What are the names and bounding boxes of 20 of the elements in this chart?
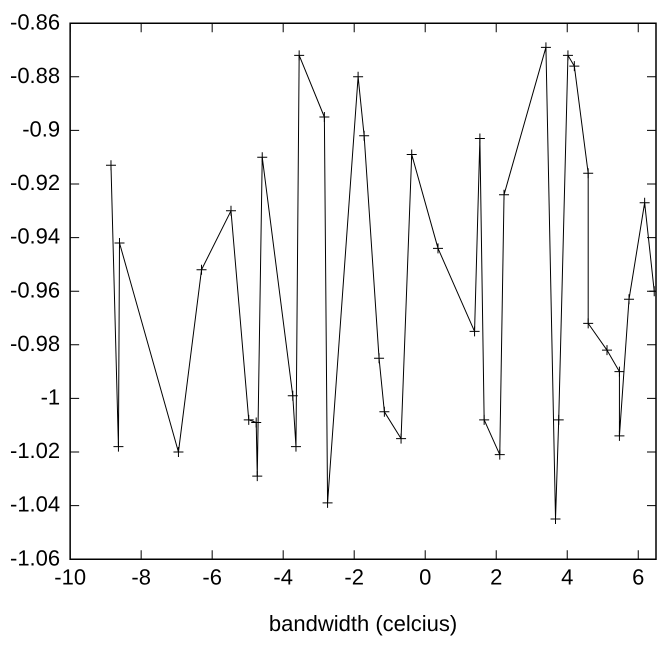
- y-tick-label: -0.92: [10, 170, 60, 196]
- x-tick-label: -8: [131, 564, 151, 590]
- x-tick-label: -4: [273, 564, 293, 590]
- y-tick-label: -1: [40, 384, 60, 410]
- y-tick-label: -0.88: [10, 62, 60, 88]
- x-tick-label: 4: [561, 564, 574, 590]
- x-axis-title: bandwidth (celcius): [268, 610, 458, 636]
- y-tick-label: -1.02: [10, 438, 60, 464]
- y-tick-label: -1.04: [10, 492, 60, 517]
- x-tick-label: 6: [632, 564, 644, 590]
- x-tick-label: 2: [490, 564, 502, 590]
- y-tick-label: -1.06: [10, 545, 60, 570]
- x-tick-label: 0: [419, 564, 432, 590]
- y-tick-label: -0.86: [10, 9, 60, 34]
- y-tick-label: -0.94: [10, 224, 60, 249]
- y-tick-label: -0.9: [22, 116, 60, 142]
- y-tick-label: -0.96: [10, 277, 60, 302]
- x-tick-label: -2: [344, 564, 364, 590]
- x-tick-label: -6: [202, 564, 222, 590]
- y-tick-label: -0.98: [10, 330, 60, 356]
